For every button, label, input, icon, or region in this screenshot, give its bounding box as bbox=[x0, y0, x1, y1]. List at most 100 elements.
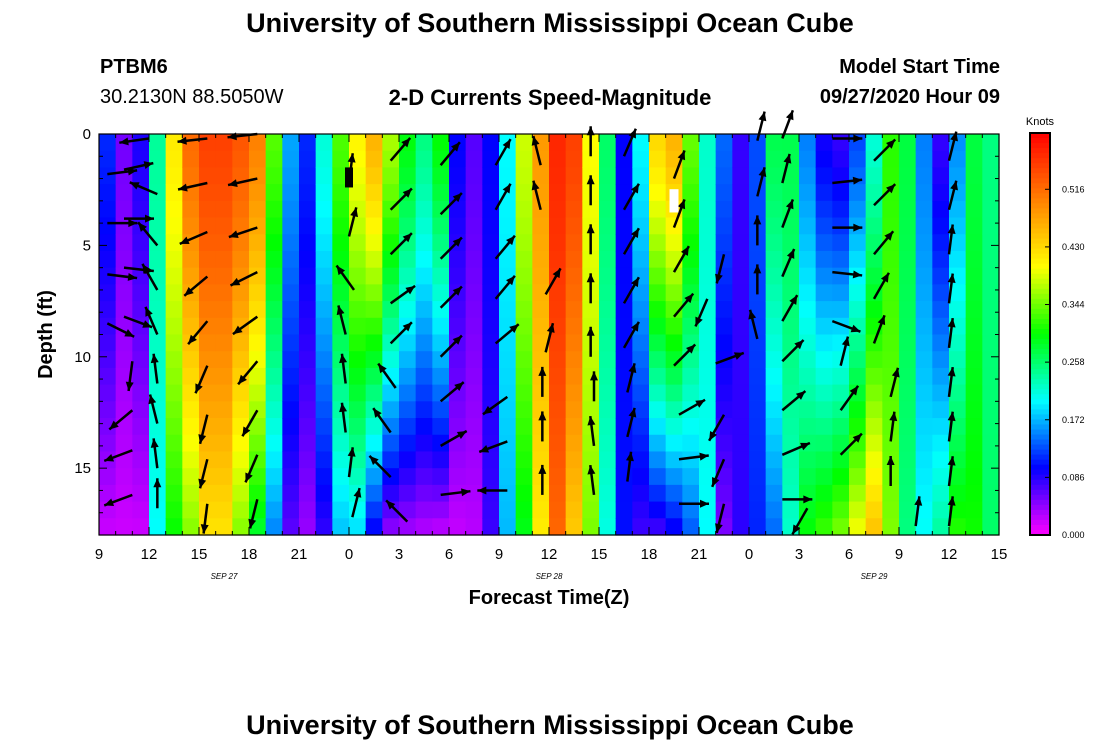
heatmap-cell bbox=[165, 418, 183, 436]
heatmap-cell bbox=[932, 234, 950, 252]
colorbar-swatch bbox=[1030, 243, 1050, 250]
heatmap-cell bbox=[599, 234, 617, 252]
vector-head bbox=[454, 382, 464, 391]
heatmap-cell bbox=[199, 167, 217, 185]
heatmap-cell bbox=[215, 351, 233, 369]
heatmap-cell bbox=[149, 234, 167, 252]
vector-head bbox=[148, 394, 157, 405]
heatmap-cell bbox=[549, 484, 567, 503]
heatmap-cell bbox=[965, 217, 983, 235]
x-tick-label: 18 bbox=[241, 546, 258, 563]
heatmap-cell bbox=[749, 134, 767, 152]
current-vector bbox=[673, 343, 697, 367]
heatmap-cell bbox=[482, 267, 500, 285]
colorbar-swatch bbox=[1030, 158, 1050, 164]
vector-head bbox=[232, 325, 243, 335]
heatmap-cell bbox=[815, 351, 833, 369]
x-tick-label: 21 bbox=[291, 546, 308, 563]
heatmap-cell bbox=[449, 317, 467, 336]
heatmap-cell bbox=[99, 384, 117, 402]
vector-head bbox=[733, 352, 744, 360]
heatmap-cell bbox=[732, 234, 750, 252]
heatmap-cell bbox=[782, 367, 800, 386]
vector-head bbox=[242, 426, 251, 437]
heatmap-cell bbox=[749, 334, 767, 352]
vector-head bbox=[238, 374, 247, 385]
colorbar-swatch bbox=[1030, 524, 1050, 531]
heatmap-cell bbox=[399, 451, 417, 469]
vector-head bbox=[245, 472, 253, 483]
colorbar-swatch bbox=[1030, 233, 1050, 240]
heatmap-cell bbox=[665, 267, 683, 285]
vector-head bbox=[628, 363, 637, 374]
heatmap-cell bbox=[482, 250, 500, 269]
current-vector bbox=[781, 153, 792, 184]
current-vector bbox=[389, 284, 416, 305]
heatmap-cell bbox=[115, 301, 133, 319]
heatmap-cell bbox=[415, 418, 433, 436]
vector-head bbox=[586, 175, 595, 185]
vector-head bbox=[552, 268, 561, 279]
heatmap-cell bbox=[149, 250, 167, 269]
heatmap-cell bbox=[449, 501, 467, 519]
heatmap-cell bbox=[732, 200, 750, 219]
colorbar-swatch bbox=[1030, 283, 1050, 290]
heatmap-cell bbox=[882, 418, 900, 436]
heatmap-cell bbox=[599, 468, 617, 486]
heatmap-cell bbox=[649, 501, 667, 519]
heatmap-cell bbox=[165, 334, 183, 352]
x-date-label: SEP 27 bbox=[211, 572, 238, 581]
heatmap-cell bbox=[315, 167, 333, 185]
heatmap-cell bbox=[582, 501, 600, 519]
heatmap-cell bbox=[532, 267, 550, 285]
heatmap-cell bbox=[299, 234, 317, 252]
heatmap-cell bbox=[465, 384, 483, 402]
heatmap-cell bbox=[949, 384, 967, 402]
heatmap-cell bbox=[932, 468, 950, 486]
heatmap-cell bbox=[132, 301, 150, 319]
heatmap-cell bbox=[365, 184, 383, 202]
colorbar-swatch bbox=[1030, 464, 1050, 471]
heatmap-cell bbox=[515, 367, 533, 386]
heatmap-cell bbox=[215, 401, 233, 419]
heatmap-cell bbox=[299, 267, 317, 285]
heatmap-cell bbox=[982, 184, 1000, 202]
heatmap-cell bbox=[615, 518, 633, 536]
heatmap-cell bbox=[415, 200, 433, 219]
heatmap-cell bbox=[382, 434, 400, 453]
vector-head bbox=[347, 447, 356, 457]
heatmap-cell bbox=[549, 451, 567, 469]
heatmap-cell bbox=[832, 484, 850, 503]
heatmap-cell bbox=[982, 351, 1000, 369]
vector-head bbox=[339, 402, 348, 413]
heatmap-cell bbox=[415, 468, 433, 486]
heatmap-cell bbox=[399, 484, 417, 503]
vector-head bbox=[145, 306, 153, 317]
heatmap-cell bbox=[432, 451, 450, 469]
current-vector bbox=[753, 215, 762, 246]
heatmap-cell bbox=[765, 434, 783, 453]
heatmap-cell bbox=[332, 334, 350, 352]
heatmap-cell bbox=[399, 250, 417, 269]
heatmap-cell bbox=[515, 518, 533, 536]
heatmap-cell bbox=[449, 384, 467, 402]
heatmap-cell bbox=[132, 167, 150, 185]
heatmap-cell bbox=[899, 301, 917, 319]
heatmap-cell bbox=[699, 250, 717, 269]
heatmap-cell bbox=[299, 501, 317, 519]
current-vector bbox=[123, 315, 153, 329]
current-vector bbox=[368, 454, 392, 478]
heatmap-cell bbox=[815, 134, 833, 152]
heatmap-cell bbox=[732, 150, 750, 169]
heatmap-cell bbox=[282, 250, 300, 269]
heatmap-cell bbox=[382, 418, 400, 436]
heatmap-cell bbox=[699, 184, 717, 202]
heatmap-cell bbox=[749, 451, 767, 469]
heatmap-cell bbox=[615, 384, 633, 402]
heatmap-cell bbox=[882, 518, 900, 536]
heatmap-cell bbox=[149, 167, 167, 185]
heatmap-cell bbox=[165, 184, 183, 202]
colorbar-swatch bbox=[1030, 479, 1050, 486]
vector-head bbox=[803, 495, 813, 504]
